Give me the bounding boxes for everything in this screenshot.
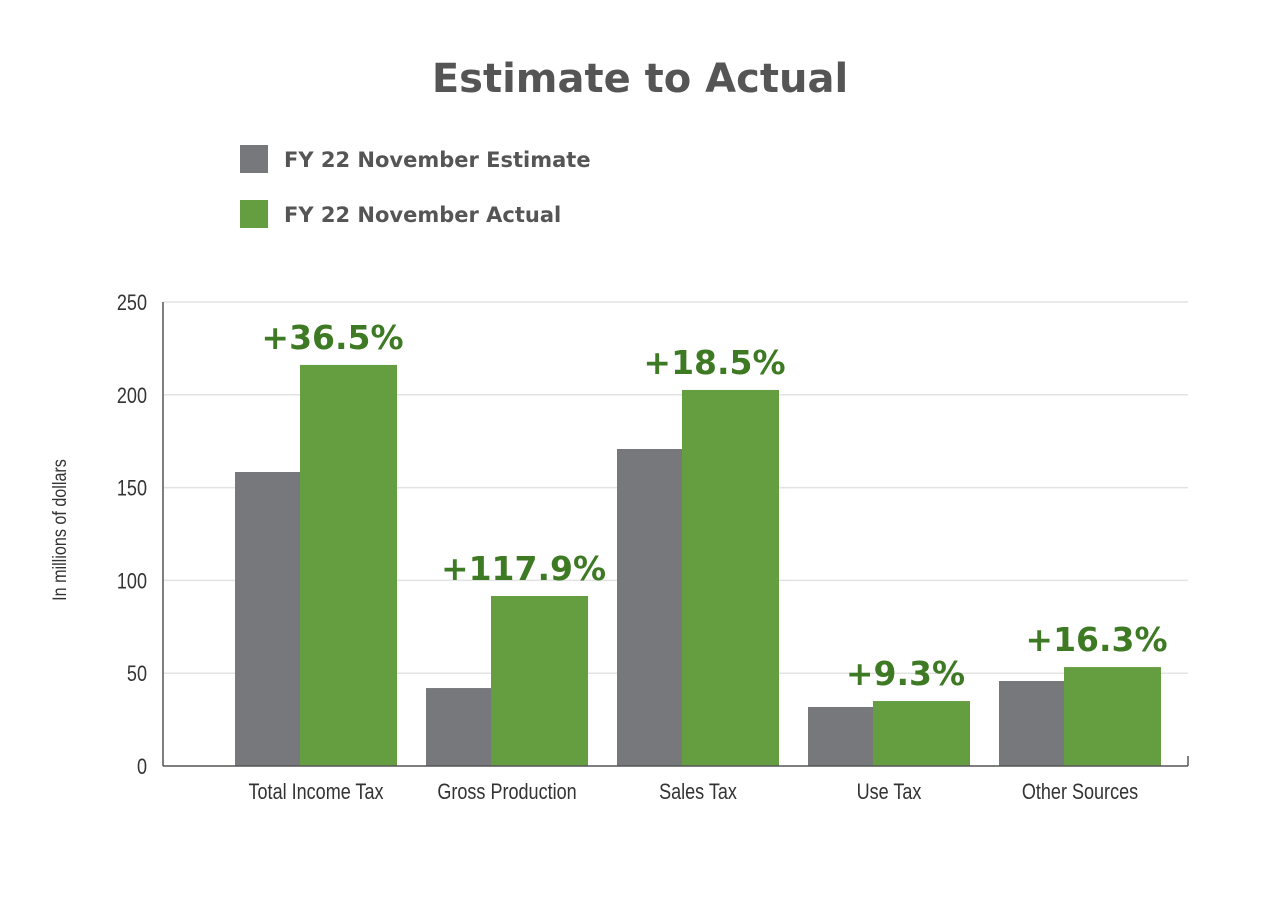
x-tick-label: Total Income Tax (249, 780, 384, 804)
bar-actual (491, 595, 588, 766)
percent-change-label: +9.3% (846, 654, 965, 693)
bar-estimate (426, 688, 491, 766)
bar-estimate (999, 680, 1064, 766)
percent-change-label: +36.5% (261, 318, 403, 357)
percent-change-label: +18.5% (643, 343, 785, 382)
y-tick-label: 250 (117, 291, 147, 315)
y-tick-label: 100 (117, 570, 147, 594)
y-axis-label: In millions of dollars (49, 459, 71, 601)
percent-change-label: +16.3% (1025, 620, 1167, 659)
legend: FY 22 November Estimate FY 22 November A… (240, 145, 591, 228)
bar-actual (873, 701, 970, 766)
bar-estimate (617, 448, 682, 766)
legend-swatch-actual (240, 200, 268, 228)
y-tick-label: 0 (137, 755, 147, 779)
bar-estimate (808, 706, 873, 766)
bar-actual (1064, 667, 1161, 766)
x-tick-label: Use Tax (857, 780, 922, 804)
percent-change-label: +117.9% (441, 549, 606, 588)
x-tick-label: Other Sources (1022, 780, 1138, 804)
y-tick-label: 150 (117, 477, 147, 501)
chart-title: Estimate to Actual (432, 56, 848, 102)
bar-actual (300, 364, 397, 766)
x-tick-label: Sales Tax (659, 780, 737, 804)
y-tick-label: 50 (127, 663, 147, 687)
y-tick-label: 200 (117, 384, 147, 408)
legend-swatch-estimate (240, 145, 268, 173)
legend-label-actual: FY 22 November Actual (284, 203, 561, 227)
bar-actual (682, 389, 779, 766)
x-tick-label: Gross Production (437, 780, 576, 804)
bar-estimate (235, 472, 300, 766)
legend-label-estimate: FY 22 November Estimate (284, 148, 591, 172)
